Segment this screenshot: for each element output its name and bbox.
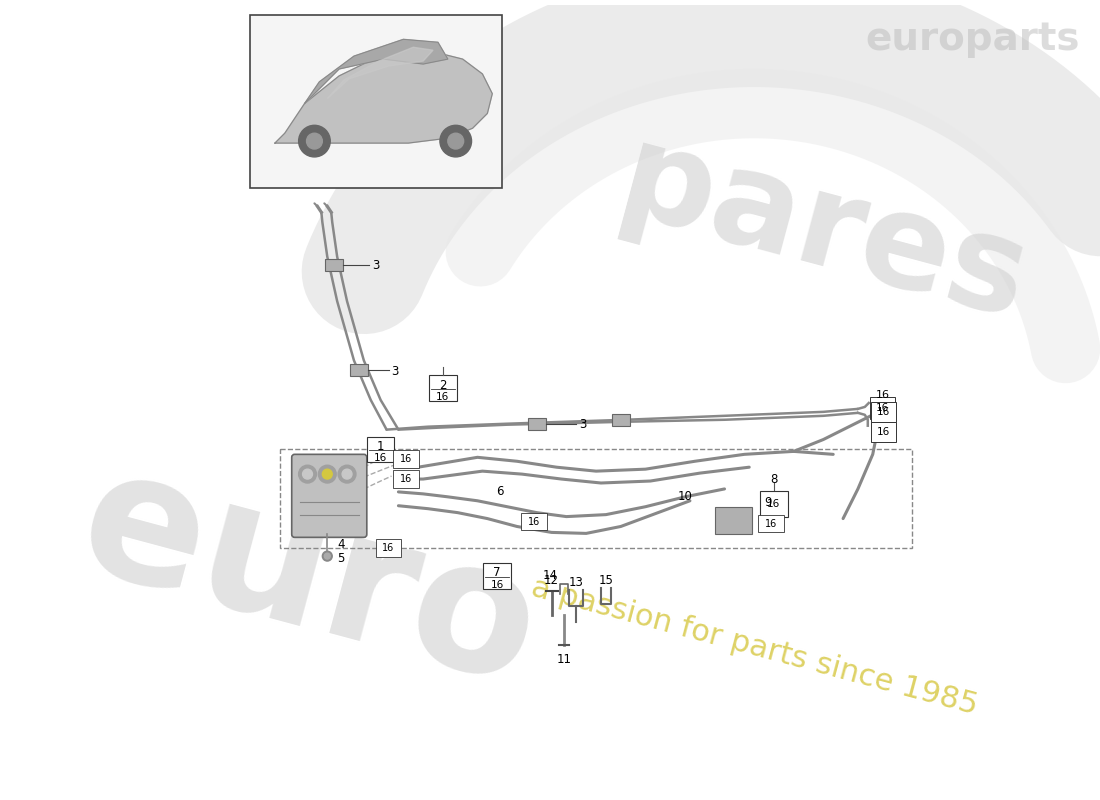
Bar (528, 418, 546, 430)
Text: 3: 3 (372, 259, 379, 272)
Text: 7: 7 (494, 566, 501, 579)
Text: 16: 16 (437, 392, 450, 402)
Text: 15: 15 (598, 574, 614, 587)
Circle shape (322, 469, 332, 479)
Bar (871, 422, 896, 442)
Text: 6: 6 (496, 486, 504, 498)
Bar (366, 437, 395, 462)
Text: 12: 12 (544, 574, 559, 587)
Text: 16: 16 (383, 543, 395, 554)
Text: 16: 16 (491, 580, 504, 590)
Circle shape (302, 469, 312, 479)
Text: 8: 8 (770, 473, 778, 486)
Text: pares: pares (606, 117, 1041, 347)
Bar (871, 402, 896, 422)
Text: 4: 4 (338, 538, 344, 550)
Bar (758, 514, 784, 533)
Text: 16: 16 (374, 454, 387, 463)
Circle shape (448, 134, 463, 149)
Text: 2: 2 (439, 378, 447, 392)
Text: 10: 10 (678, 490, 692, 503)
Text: 3: 3 (392, 365, 399, 378)
Text: a passion for parts since 1985: a passion for parts since 1985 (528, 574, 980, 721)
Text: 14: 14 (543, 570, 558, 582)
Circle shape (324, 553, 330, 559)
Text: 16: 16 (876, 390, 890, 400)
Bar (250, 14, 503, 187)
Circle shape (318, 466, 337, 483)
Text: euro: euro (63, 433, 557, 723)
Circle shape (338, 466, 356, 483)
Text: 5: 5 (338, 552, 344, 565)
Bar (760, 491, 788, 517)
Text: 9: 9 (764, 496, 771, 510)
Bar (350, 365, 367, 376)
Text: 16: 16 (528, 517, 540, 526)
Bar (429, 375, 456, 401)
Bar (394, 470, 419, 488)
Bar (279, 450, 912, 548)
Text: 1: 1 (377, 440, 384, 453)
Text: 13: 13 (569, 576, 584, 590)
Text: 11: 11 (557, 653, 572, 666)
Text: 16: 16 (877, 426, 890, 437)
Text: 16: 16 (876, 403, 889, 413)
Text: 16: 16 (400, 474, 412, 484)
Bar (521, 513, 547, 530)
Text: europarts: europarts (866, 19, 1080, 58)
Text: 16: 16 (877, 407, 890, 417)
Bar (326, 258, 343, 270)
Polygon shape (305, 39, 448, 103)
Bar (870, 397, 895, 418)
FancyBboxPatch shape (292, 454, 366, 538)
Polygon shape (328, 47, 433, 98)
Bar (394, 450, 419, 468)
Bar (376, 539, 402, 557)
Circle shape (307, 134, 322, 149)
Bar (612, 414, 629, 426)
Polygon shape (275, 50, 493, 143)
Circle shape (342, 469, 352, 479)
Circle shape (440, 126, 472, 157)
Circle shape (298, 126, 330, 157)
Text: 16: 16 (764, 518, 777, 529)
Bar (483, 563, 512, 589)
Text: 16: 16 (400, 454, 412, 464)
Text: 16: 16 (768, 498, 781, 509)
Circle shape (322, 551, 332, 561)
Text: 3: 3 (580, 418, 586, 431)
Circle shape (298, 466, 317, 483)
Bar (715, 506, 752, 534)
